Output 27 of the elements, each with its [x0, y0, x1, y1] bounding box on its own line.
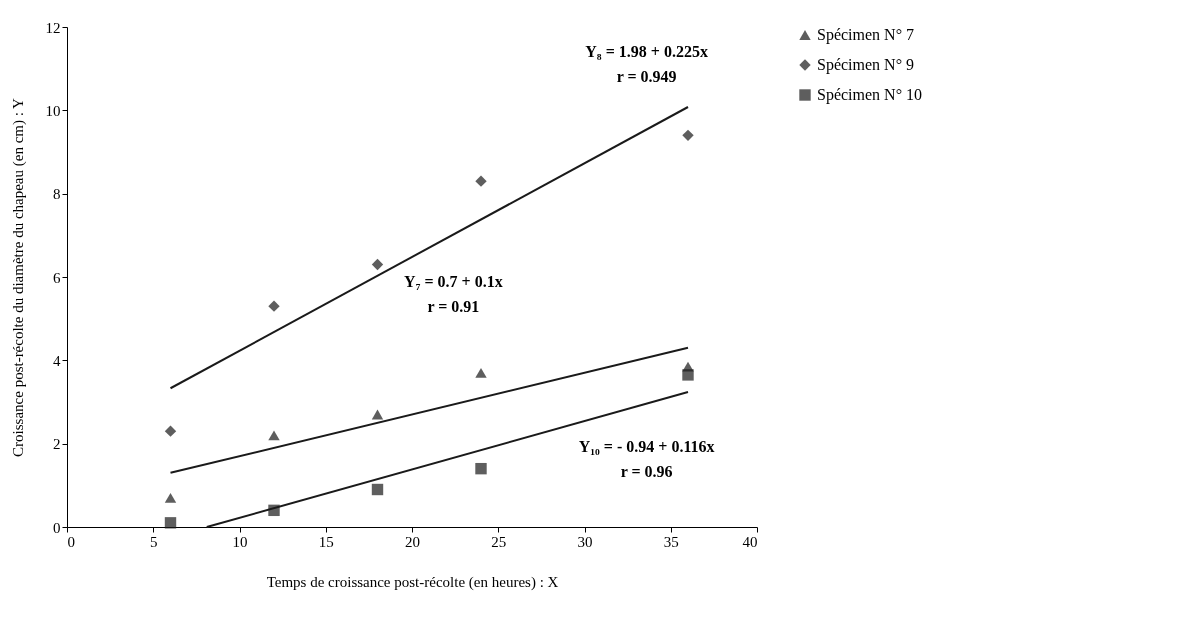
- x-tick-label: 5: [150, 533, 158, 550]
- y-tick-label: 2: [53, 436, 61, 453]
- x-tick-label: 35: [663, 533, 679, 550]
- y-tick-label: 8: [53, 186, 61, 203]
- y-tick-label: 0: [53, 519, 61, 536]
- annotation: Y₁₀ = - 0.94 + 0.116x: [578, 438, 715, 455]
- x-axis-title: Temps de croissance post-récolte (en heures) : X: [266, 573, 559, 591]
- annotation: Y₇ = 0.7 + 0.1x: [404, 273, 503, 290]
- x-tick-label: 0: [67, 533, 75, 550]
- y-tick-label: 10: [45, 102, 61, 119]
- x-tick-label: 30: [577, 533, 593, 550]
- annotation: r = 0.96: [620, 463, 673, 480]
- legend-label: Spécimen N° 9: [817, 56, 915, 74]
- x-tick-label: 10: [232, 533, 248, 550]
- y-tick-label: 12: [45, 19, 61, 36]
- legend-label: Spécimen N° 7: [817, 26, 915, 44]
- annotation: r = 0.949: [616, 68, 677, 85]
- annotation: r = 0.91: [427, 298, 480, 315]
- legend-label: Spécimen N° 10: [817, 86, 923, 104]
- y-tick-label: 6: [53, 269, 61, 286]
- y-tick-label: 4: [53, 352, 61, 369]
- x-tick-label: 20: [405, 533, 420, 550]
- x-tick-label: 40: [742, 533, 758, 550]
- y-axis-title: Croissance post-récolte du diamètre du chapeau (en cm) : Y: [9, 97, 27, 457]
- annotation: Y₈ = 1.98 + 0.225x: [585, 43, 708, 60]
- x-tick-label: 25: [491, 533, 507, 550]
- x-tick-label: 15: [318, 533, 334, 550]
